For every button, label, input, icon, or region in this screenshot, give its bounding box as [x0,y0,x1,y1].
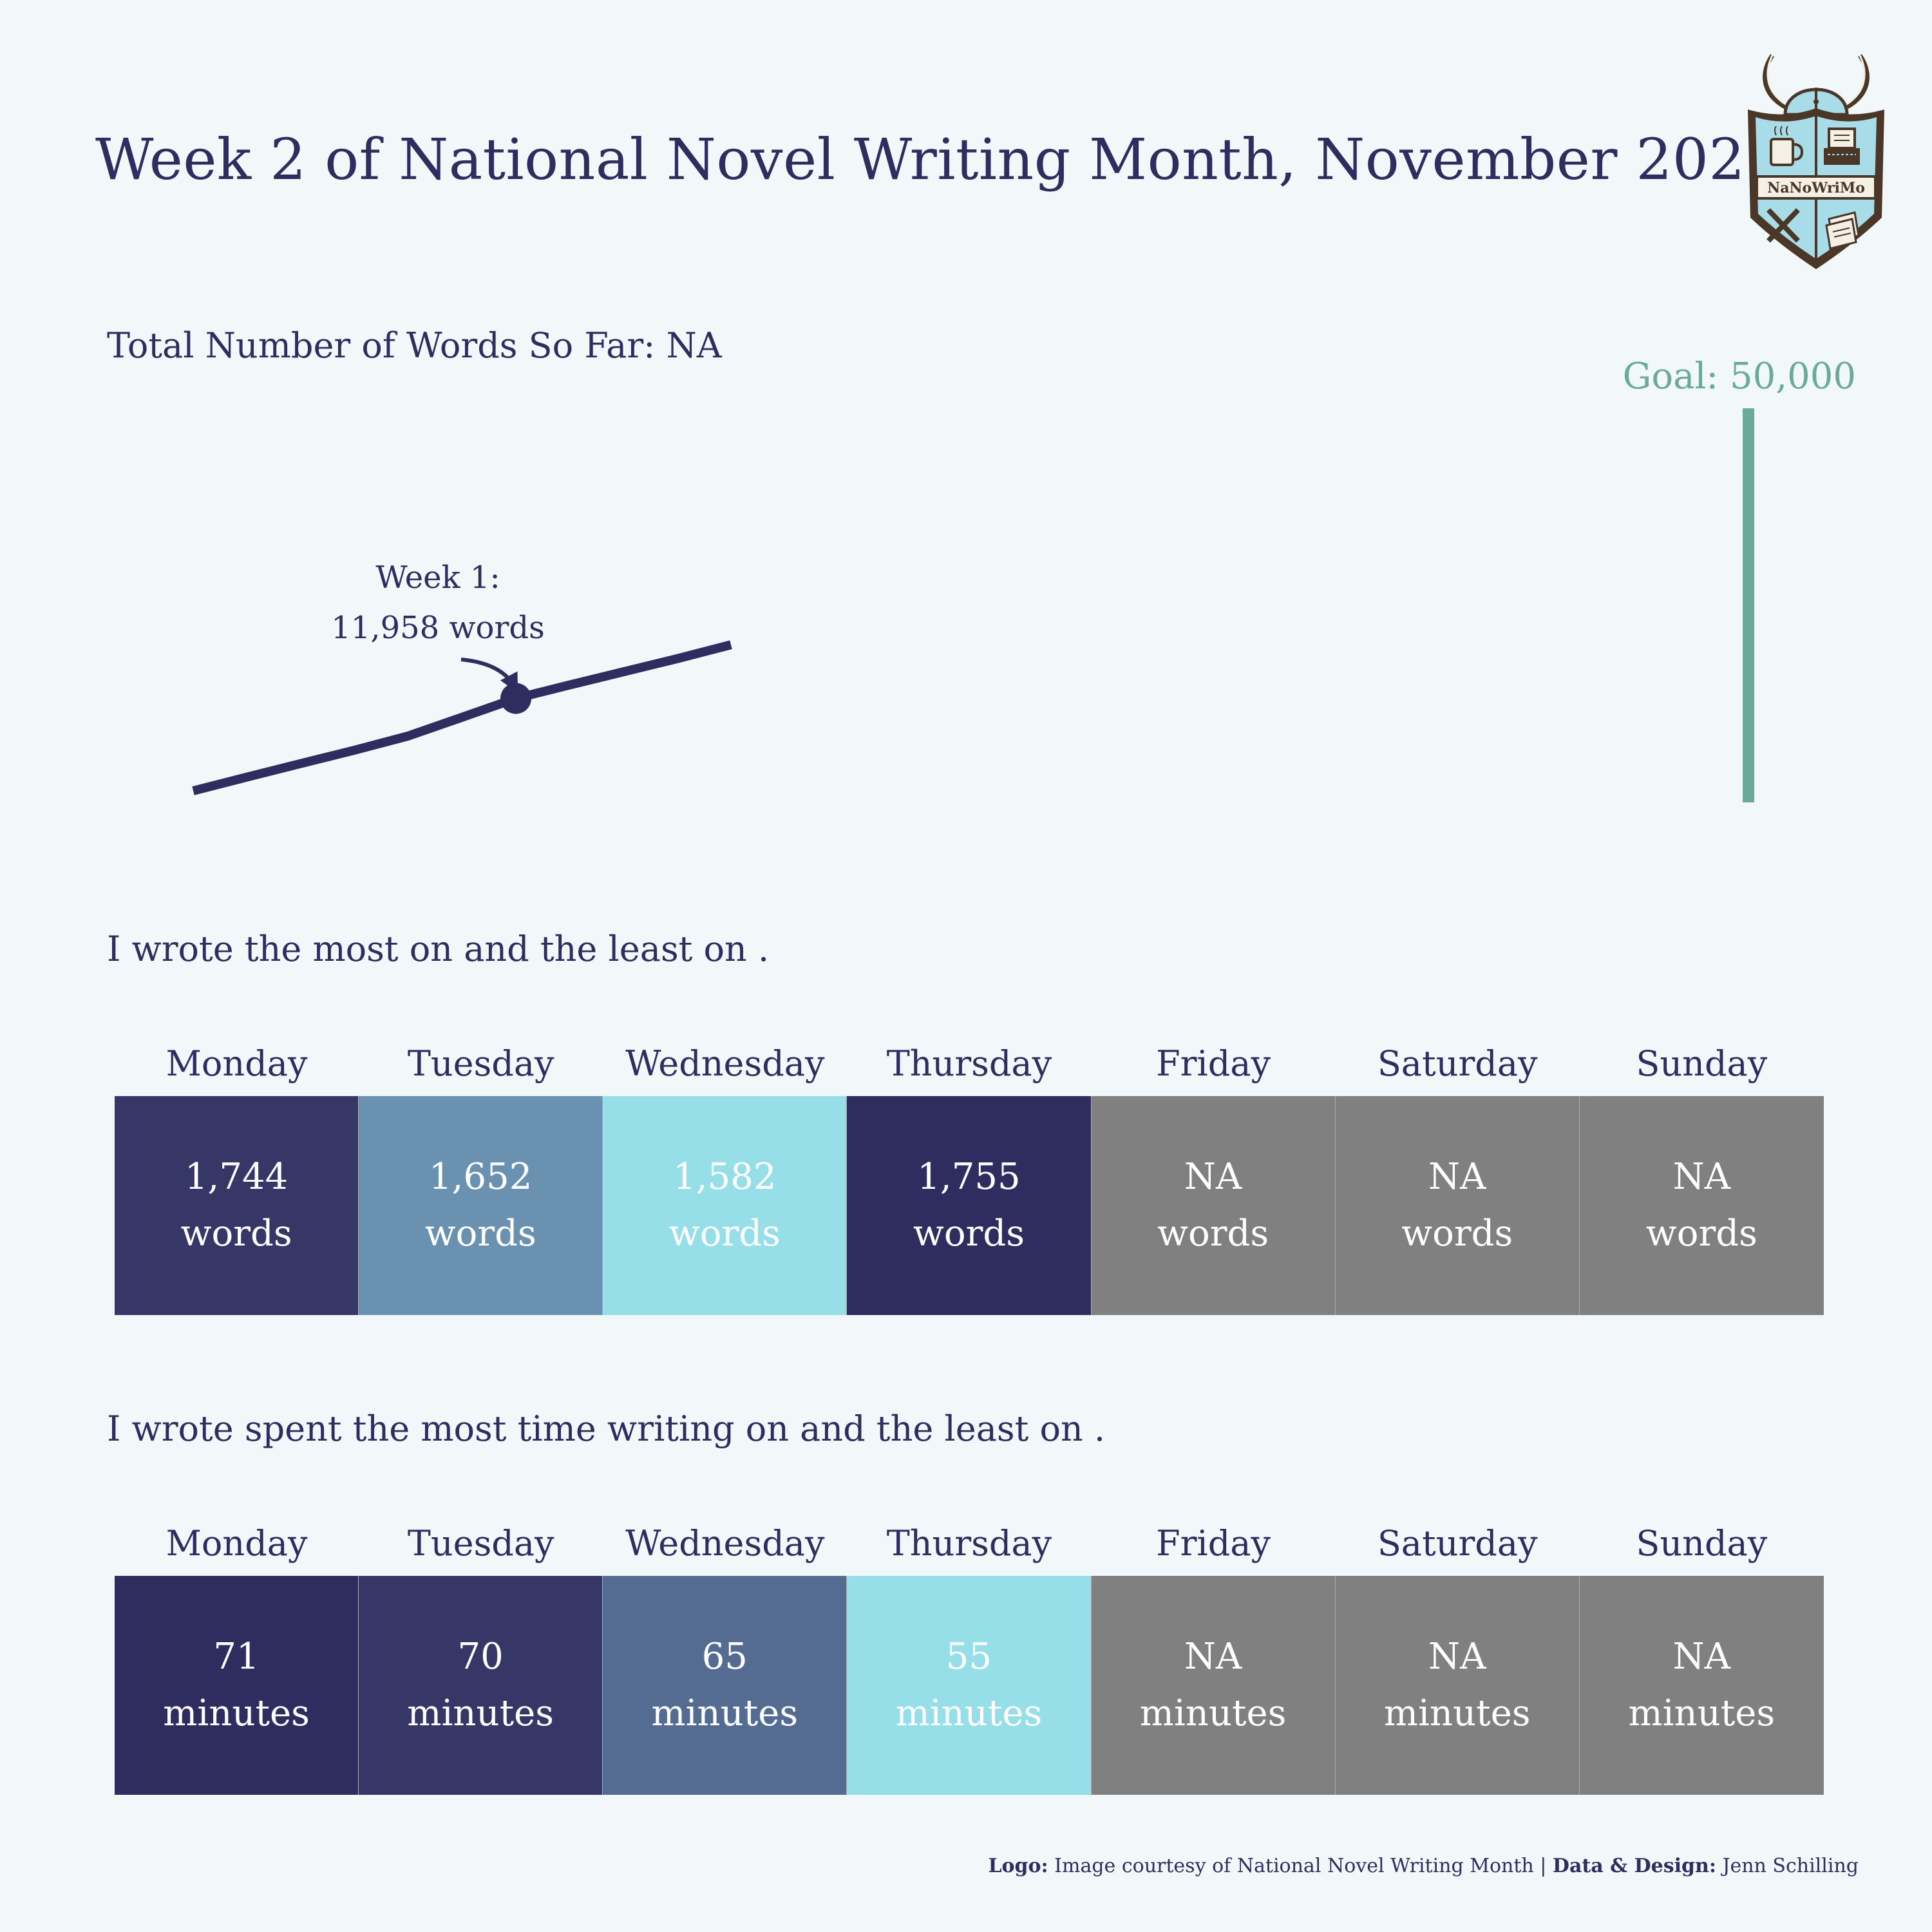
time-cell-friday: NA minutes [1091,1576,1336,1795]
time-cell-thursday: 55 minutes [847,1576,1092,1795]
time-unit: minutes [895,1692,1043,1734]
words-value: 1,755 [917,1156,1021,1198]
words-cell-wednesday: 1,582 words [603,1096,848,1315]
time-day-label-monday: Monday [166,1523,308,1564]
typewriter-icon [1824,128,1860,165]
week1-annotation: Week 1: 11,958 words [309,553,567,653]
words-unit: words [913,1213,1025,1255]
paper-stack-icon [1825,211,1860,250]
words-unit: words [1157,1213,1269,1255]
words-cell-saturday: NA words [1335,1096,1580,1315]
time-cell-tuesday: 70 minutes [359,1576,603,1795]
credit-logo-label: Logo: [988,1855,1048,1877]
words-cell-tuesday: 1,652 words [359,1096,603,1315]
time-value: 65 [701,1636,748,1678]
words-unit: words [668,1213,781,1255]
coffee-mug-icon [1770,126,1804,166]
total-words-subtitle: Total Number of Words So Far: NA [107,325,722,366]
time-cell-monday: 71 minutes [115,1576,359,1795]
words-cell-monday: 1,744 words [115,1096,359,1315]
credit-logo-text: Image courtesy of National Novel Writing… [1054,1855,1534,1877]
words-day-label-wednesday: Wednesday [625,1043,825,1084]
words-cells: 1,744 words 1,652 words 1,582 words 1,755 words… [115,1096,1824,1315]
words-unit: words [1645,1213,1757,1255]
annotation-arrow [460,658,518,693]
words-unit: words [424,1213,536,1255]
time-day-label-wednesday: Wednesday [625,1523,825,1564]
words-value: 1,652 [429,1156,533,1198]
time-value: 70 [457,1636,504,1678]
time-day-label-sunday: Sunday [1636,1523,1768,1564]
words-subtitle: I wrote the most on and the least on . [107,929,770,969]
time-unit: minutes [163,1692,310,1734]
time-unit: minutes [1383,1692,1531,1734]
words-day-label-monday: Monday [166,1043,308,1084]
logo-text: NaNoWriMo [1767,180,1865,196]
annotation-line2: 11,958 words [331,610,545,646]
time-cells: 71 minutes 70 minutes 65 minutes 55 minutes NA mi… [115,1576,1824,1795]
words-cell-friday: NA words [1091,1096,1336,1315]
words-cell-thursday: 1,755 words [847,1096,1092,1315]
words-cell-sunday: NA words [1579,1096,1824,1315]
time-day-label-tuesday: Tuesday [407,1523,554,1564]
time-day-labels: Monday Tuesday Wednesday Thursday Friday Satu… [115,1517,1824,1571]
time-value: NA [1672,1636,1731,1678]
cumulative-words-line [192,640,732,795]
time-cell-sunday: NA minutes [1579,1576,1824,1795]
credit-design-label: Data & Design: [1552,1855,1716,1877]
time-unit: minutes [407,1692,554,1734]
words-day-label-thursday: Thursday [886,1043,1052,1084]
page-title: Week 2 of National Novel Writing Month, … [95,126,1782,193]
time-day-label-thursday: Thursday [886,1523,1052,1564]
week1-point [500,683,531,714]
time-cell-wednesday: 65 minutes [603,1576,848,1795]
crossed-pens-icon [1766,208,1800,243]
time-cell-saturday: NA minutes [1335,1576,1580,1795]
words-day-label-friday: Friday [1156,1043,1271,1084]
time-unit: minutes [1628,1692,1776,1734]
goal-label: Goal: 50,000 [1622,355,1856,397]
words-value: NA [1184,1156,1242,1198]
annotation-line1: Week 1: [375,560,500,596]
credit-design-text: Jenn Schilling [1722,1855,1859,1877]
time-unit: minutes [1139,1692,1287,1734]
time-value: 71 [213,1636,260,1678]
words-value: NA [1672,1156,1731,1198]
goal-bar [1743,408,1754,802]
time-value: 55 [945,1636,992,1678]
credit-line: Logo: Image courtesy of National Novel W… [988,1855,1859,1877]
word-progress-chart [192,640,732,795]
words-unit: words [180,1213,292,1255]
credit-separator: | [1540,1855,1547,1877]
viking-helmet-icon [1763,54,1870,117]
time-unit: minutes [651,1692,799,1734]
words-unit: words [1401,1213,1513,1255]
nanowrimo-logo: NaNoWriMo [1748,54,1884,269]
time-day-label-saturday: Saturday [1377,1523,1538,1564]
words-day-label-tuesday: Tuesday [407,1043,554,1084]
time-value: NA [1184,1636,1242,1678]
words-value: 1,582 [673,1156,777,1198]
words-day-label-sunday: Sunday [1636,1043,1768,1084]
time-table: Monday Tuesday Wednesday Thursday Friday Satu… [115,1517,1824,1795]
words-value: 1,744 [184,1156,289,1198]
time-value: NA [1428,1636,1486,1678]
time-day-label-friday: Friday [1156,1523,1271,1564]
time-subtitle: I wrote spent the most time writing on a… [107,1408,1106,1449]
words-table: Monday Tuesday Wednesday Thursday Friday Satu… [115,1037,1824,1315]
words-value: NA [1428,1156,1486,1198]
words-day-labels: Monday Tuesday Wednesday Thursday Friday Satu… [115,1037,1824,1091]
words-day-label-saturday: Saturday [1377,1043,1538,1084]
